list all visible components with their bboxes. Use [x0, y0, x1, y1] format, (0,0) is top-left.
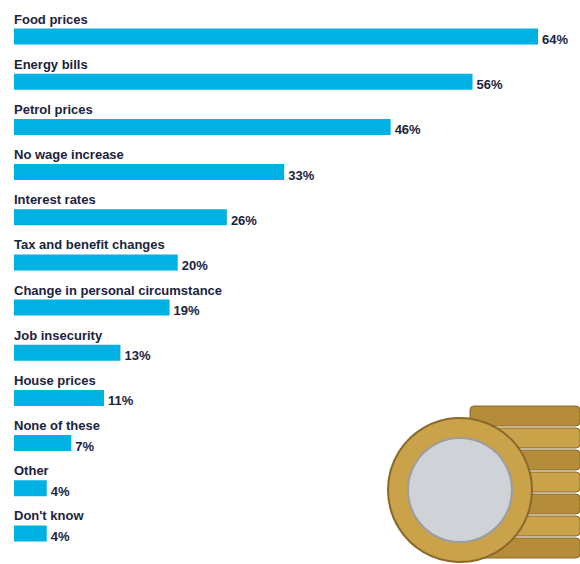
svg-text:Don't know: Don't know [14, 508, 84, 523]
svg-text:56%: 56% [477, 77, 503, 92]
svg-text:26%: 26% [231, 213, 257, 228]
svg-text:7%: 7% [75, 439, 94, 454]
svg-text:Job insecurity: Job insecurity [14, 328, 103, 343]
svg-text:33%: 33% [288, 168, 314, 183]
svg-text:None of these: None of these [14, 418, 100, 433]
svg-text:Tax and benefit changes: Tax and benefit changes [14, 237, 165, 252]
svg-text:4%: 4% [51, 484, 70, 499]
svg-text:46%: 46% [395, 122, 421, 137]
svg-text:4%: 4% [51, 529, 70, 544]
svg-text:House prices: House prices [14, 373, 96, 388]
svg-text:Other: Other [14, 463, 49, 478]
svg-text:20%: 20% [182, 258, 208, 273]
svg-text:11%: 11% [108, 393, 134, 408]
svg-text:Interest rates: Interest rates [14, 192, 96, 207]
svg-text:Petrol prices: Petrol prices [14, 102, 93, 117]
svg-text:13%: 13% [124, 348, 150, 363]
svg-text:No wage increase: No wage increase [14, 147, 124, 162]
svg-text:Energy bills: Energy bills [14, 57, 88, 72]
svg-text:64%: 64% [542, 32, 568, 47]
svg-text:19%: 19% [174, 303, 200, 318]
svg-text:Change in personal circumstanc: Change in personal circumstance [14, 283, 222, 298]
svg-text:Food prices: Food prices [14, 12, 88, 27]
